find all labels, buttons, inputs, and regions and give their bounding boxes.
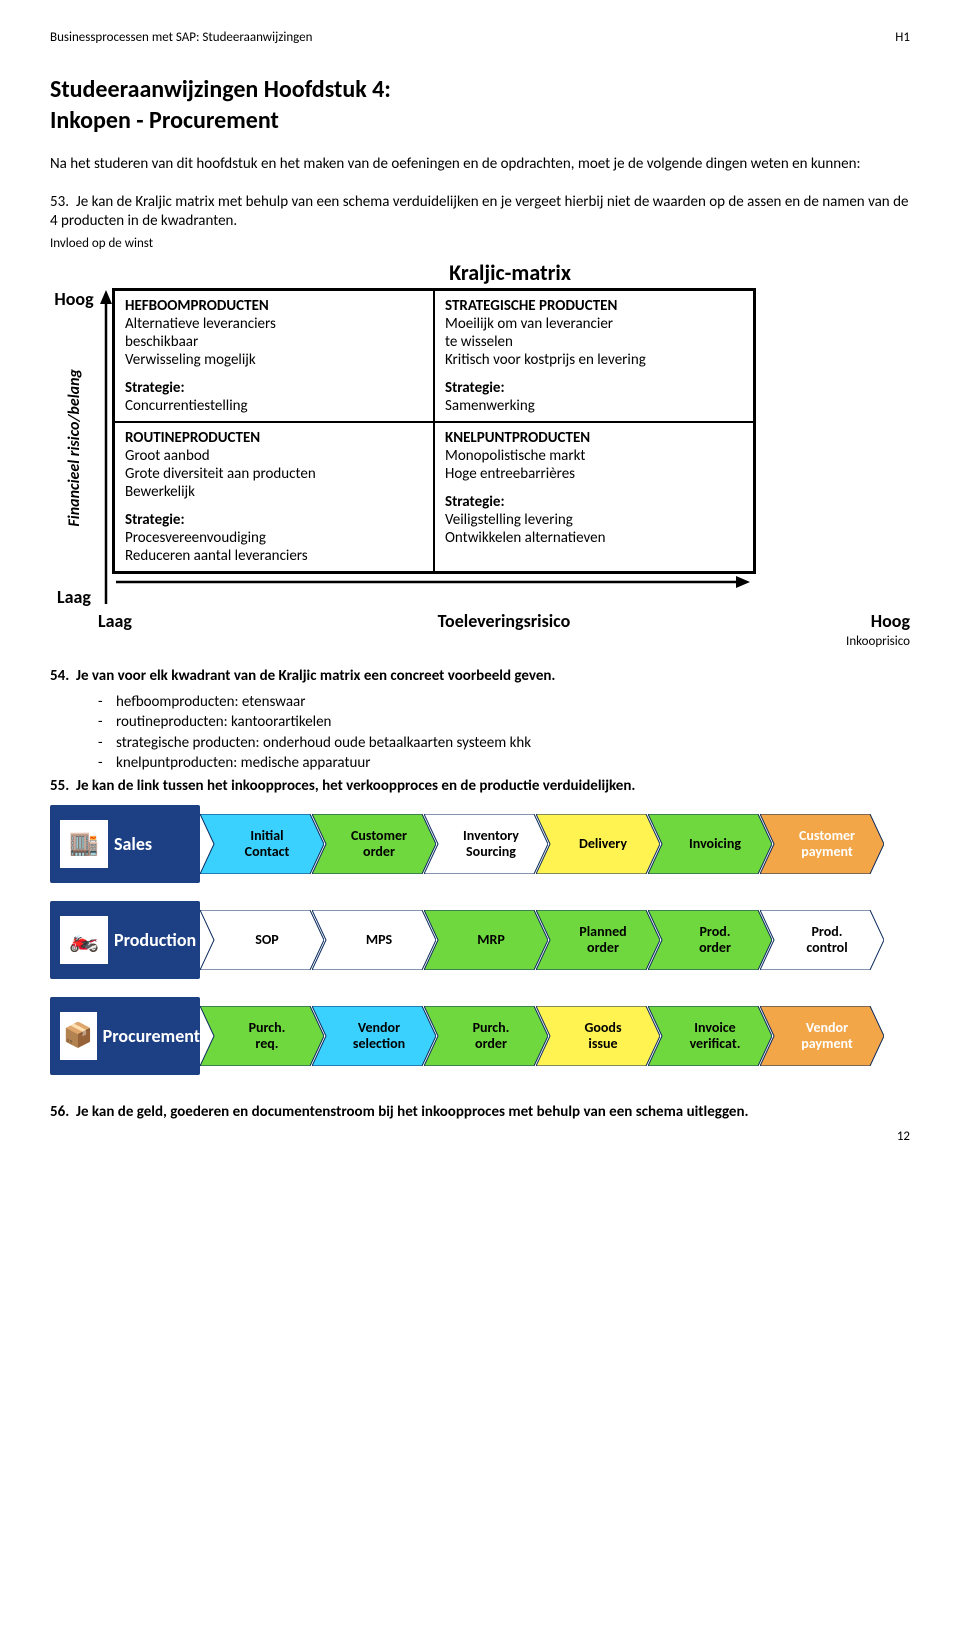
cell-line: Alternatieve leveranciers — [125, 315, 423, 333]
item-55-text: Je kan de link tussen het inkoopproces, … — [76, 777, 635, 795]
kraljic-matrix: Kraljic-matrix Hoog Financieel risico/be… — [50, 259, 910, 649]
cell-title: KNELPUNTPRODUCTEN — [445, 429, 743, 447]
y-axis-label: Financieel risico/belang — [65, 369, 84, 527]
process-step: Vendor payment — [760, 1006, 884, 1066]
cell-strategy: Samenwerking — [445, 397, 743, 415]
process-row-label: 📦Procurement — [50, 997, 200, 1075]
bullet-hefboom: hefboomproducten: etenswaar — [98, 692, 910, 712]
item-53-text: Je kan de Kraljic matrix met behulp van … — [50, 193, 908, 231]
page-title: Studeeraanwijzingen Hoofdstuk 4: — [50, 75, 910, 104]
process-step: Invoicing — [648, 814, 772, 874]
x-mid-label: Toeleveringsrisico — [178, 610, 830, 632]
process-row-label: 🏍️Production — [50, 901, 200, 979]
cell-title: ROUTINEPRODUCTEN — [125, 429, 423, 447]
process-step: Delivery — [536, 814, 660, 874]
process-step: Inventory Sourcing — [424, 814, 548, 874]
kraljic-cell-hefboom: HEFBOOMPRODUCTEN Alternatieve leverancie… — [114, 290, 434, 422]
y-high-label: Hoog — [54, 288, 93, 310]
kraljic-cell-routine: ROUTINEPRODUCTEN Groot aanbod Grote dive… — [114, 422, 434, 572]
cell-strategy: Ontwikkelen alternatieven — [445, 529, 743, 547]
inkooprisico-label: Inkooprisico — [50, 634, 910, 649]
kraljic-title: Kraljic-matrix — [110, 259, 910, 286]
process-step: Goods issue — [536, 1006, 660, 1066]
cell-title: STRATEGISCHE PRODUCTEN — [445, 297, 743, 315]
item-55-num: 55. — [50, 777, 76, 797]
doc-header-right: H1 — [895, 30, 910, 45]
process-step: Prod. control — [760, 910, 884, 970]
cell-title: HEFBOOMPRODUCTEN — [125, 297, 423, 315]
kraljic-cell-strategische: STRATEGISCHE PRODUCTEN Moeilijk om van l… — [434, 290, 754, 422]
cell-strategy-label: Strategie: — [125, 511, 423, 529]
x-low-label: Laag — [98, 610, 178, 632]
cell-line: Bewerkelijk — [125, 483, 423, 501]
process-step: Initial Contact — [200, 814, 324, 874]
cell-line: Grote diversiteit aan producten — [125, 465, 423, 483]
process-flow-diagram: 🏬Sales Initial Contact Customer order In… — [50, 805, 910, 1075]
process-step: Customer payment — [760, 814, 884, 874]
process-row-icon: 📦 — [60, 1012, 97, 1060]
cell-line: te wisselen — [445, 333, 743, 351]
bullet-routine: routineproducten: kantoorartikelen — [98, 712, 910, 732]
cell-strategy: Veiligstelling levering — [445, 511, 743, 529]
bullet-strategische: strategische producten: onderhoud oude b… — [98, 733, 910, 753]
kraljic-cell-knelpunt: KNELPUNTPRODUCTEN Monopolistische markt … — [434, 422, 754, 572]
cell-strategy-label: Strategie: — [125, 379, 423, 397]
process-row-icon: 🏬 — [60, 820, 108, 868]
item-56-text: Je kan de geld, goederen en documentenst… — [76, 1103, 749, 1121]
process-row: 🏬Sales Initial Contact Customer order In… — [50, 805, 910, 883]
x-high-label: Hoog — [830, 610, 910, 632]
x-axis-arrow-icon — [112, 574, 752, 590]
process-step: SOP — [200, 910, 324, 970]
cell-line: Monopolistische markt — [445, 447, 743, 465]
process-row: 📦Procurement Purch. req. Vendor selectio… — [50, 997, 910, 1075]
page-number: 12 — [897, 1129, 910, 1144]
intro-text: Na het studeren van dit hoofdstuk en het… — [50, 155, 910, 175]
cell-strategy: Procesvereenvoudiging — [125, 529, 423, 547]
process-row-label: 🏬Sales — [50, 805, 200, 883]
axis-y-label-top: Invloed op de winst — [50, 236, 910, 251]
process-step: Customer order — [312, 814, 436, 874]
process-step: Planned order — [536, 910, 660, 970]
cell-strategy-label: Strategie: — [445, 379, 743, 397]
process-step: Vendor selection — [312, 1006, 436, 1066]
cell-line: beschikbaar — [125, 333, 423, 351]
doc-header-left: Businessprocessen met SAP: Studeeraanwij… — [50, 30, 312, 45]
cell-line: Groot aanbod — [125, 447, 423, 465]
process-step: Invoice verificat. — [648, 1006, 772, 1066]
cell-line: Verwisseling mogelijk — [125, 351, 423, 369]
item-56-num: 56. — [50, 1103, 76, 1123]
bullet-knelpunt: knelpuntproducten: medische apparatuur — [98, 753, 910, 773]
process-step: Purch. order — [424, 1006, 548, 1066]
cell-line: Moeilijk om van leverancier — [445, 315, 743, 333]
cell-strategy: Reduceren aantal leveranciers — [125, 547, 423, 565]
process-step: MRP — [424, 910, 548, 970]
process-step: Prod. order — [648, 910, 772, 970]
item-53-num: 53. — [50, 193, 76, 213]
item-54-num: 54. — [50, 667, 76, 687]
cell-line: Hoge entreebarrières — [445, 465, 743, 483]
page-subtitle: Inkopen - Procurement — [50, 106, 910, 135]
process-step: Purch. req. — [200, 1006, 324, 1066]
y-low-label: Laag — [57, 586, 91, 608]
item-54-text: Je van voor elk kwadrant van de Kraljic … — [76, 667, 555, 685]
process-row-icon: 🏍️ — [60, 916, 108, 964]
process-step: MPS — [312, 910, 436, 970]
process-row: 🏍️Production SOP MPS MRP Planned order P… — [50, 901, 910, 979]
cell-strategy: Concurrentiestelling — [125, 397, 423, 415]
cell-line: Kritisch voor kostprijs en levering — [445, 351, 743, 369]
cell-strategy-label: Strategie: — [445, 493, 743, 511]
